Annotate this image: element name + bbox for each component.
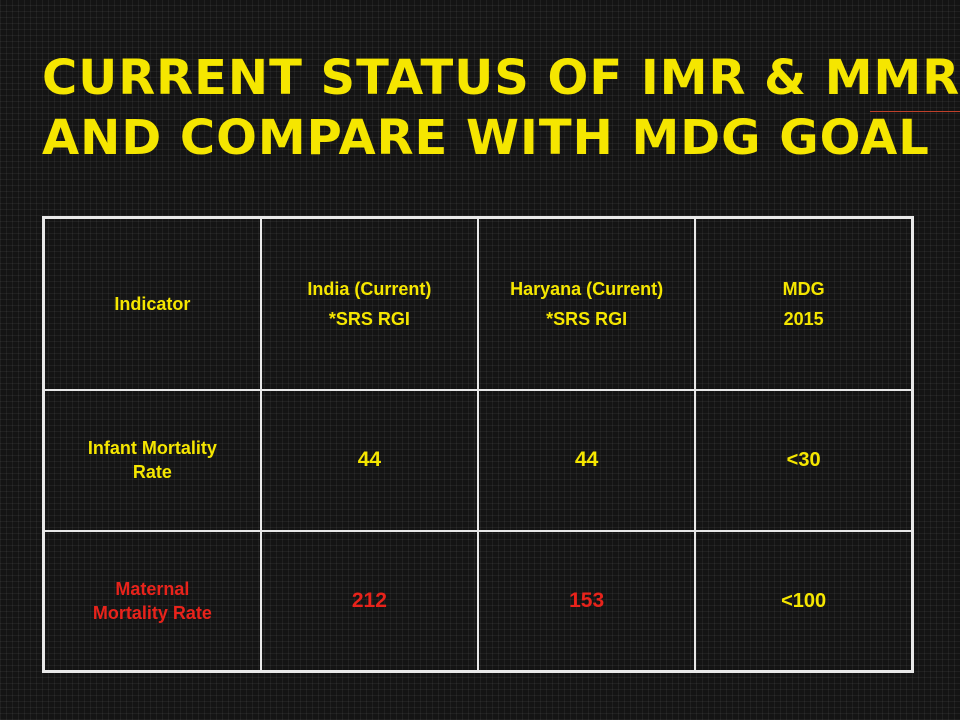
slide-title-line-2: and Compare with MDG Goal	[42, 110, 930, 166]
table-header-row: Indicator India (Current) *SRS RGI Harya…	[42, 216, 914, 391]
header-mdg-label: MDG	[782, 278, 825, 299]
imr-indicator-line-2: Rate	[132, 462, 172, 482]
imr-mdg-value: <30	[786, 449, 821, 471]
table-row-imr: Infant Mortality Rate 44 44 <30	[42, 388, 914, 532]
mmr-india-value: 212	[351, 588, 387, 612]
header-mdg: MDG 2015	[694, 216, 914, 391]
imr-india-value: 44	[357, 448, 382, 471]
imr-mdg-cell: <30	[694, 388, 914, 532]
imr-haryana-cell: 44	[476, 388, 697, 532]
mmr-indicator-line-1: Maternal	[115, 578, 190, 599]
mmr-indicator-cell: Maternal Mortality Rate	[42, 529, 262, 673]
imr-indicator-line-1: Infant Mortality	[87, 438, 217, 458]
header-haryana-source: *SRS RGI	[546, 308, 628, 329]
header-mdg-year: 2015	[783, 308, 824, 329]
mmr-haryana-value: 153	[569, 588, 605, 612]
imr-india-cell: 44	[259, 388, 480, 532]
mmr-indicator-line-2: Mortality Rate	[92, 602, 212, 623]
mmr-india-cell: 212	[259, 529, 480, 673]
mmr-haryana-cell: 153	[476, 529, 697, 673]
header-haryana-label: Haryana (Current)	[510, 278, 664, 299]
comparison-table: Indicator India (Current) *SRS RGI Harya…	[42, 216, 914, 673]
table-row-mmr: Maternal Mortality Rate 212 153 <100	[42, 529, 914, 673]
header-india: India (Current) *SRS RGI	[259, 216, 480, 391]
imr-haryana-value: 44	[574, 448, 599, 471]
header-haryana: Haryana (Current) *SRS RGI	[476, 216, 697, 391]
header-india-source: *SRS RGI	[328, 308, 410, 329]
header-india-label: India (Current)	[307, 278, 432, 299]
slide-title: Current Status of IMR & MMR and Compare …	[42, 48, 960, 168]
header-indicator: Indicator	[42, 216, 262, 391]
imr-indicator-cell: Infant Mortality Rate	[42, 388, 262, 532]
header-indicator-label: Indicator	[114, 293, 191, 314]
slide-title-line-1: Current Status of IMR & MMR	[42, 50, 960, 106]
mmr-mdg-value: <100	[781, 589, 827, 612]
mmr-mdg-cell: <100	[694, 529, 914, 673]
title-rule-divider	[870, 111, 960, 112]
